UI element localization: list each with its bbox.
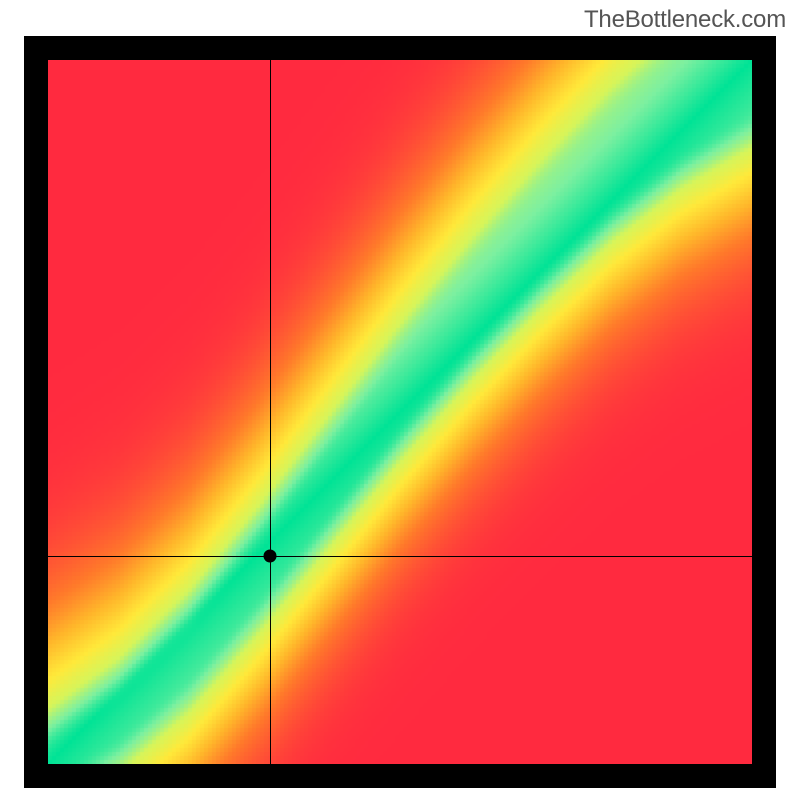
plot-frame <box>24 36 776 788</box>
figure-container: TheBottleneck.com <box>0 0 800 800</box>
crosshair-vertical <box>270 60 271 764</box>
watermark-text: TheBottleneck.com <box>584 6 786 34</box>
crosshair-marker <box>263 550 276 563</box>
crosshair-horizontal <box>48 556 752 557</box>
heatmap-canvas <box>48 60 752 764</box>
